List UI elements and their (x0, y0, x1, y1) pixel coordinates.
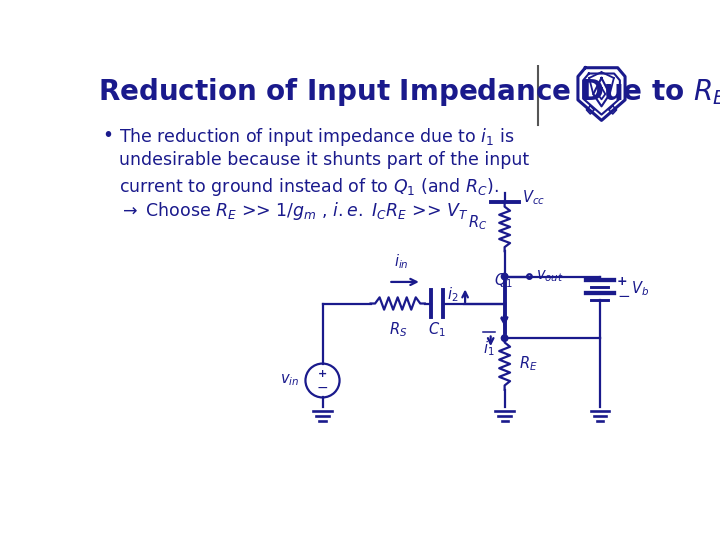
Text: $R_C$: $R_C$ (468, 213, 487, 232)
Text: $\rightarrow$ Choose $R_E$ >> 1/$g_m$ , $i.e.$ $I_C$$R_E$ >> $V_T$: $\rightarrow$ Choose $R_E$ >> 1/$g_m$ , … (120, 200, 469, 222)
Text: $i_{in}$: $i_{in}$ (394, 253, 408, 271)
Text: $v_{in}$: $v_{in}$ (280, 373, 300, 388)
Text: +: + (617, 275, 628, 288)
Text: $V_b$: $V_b$ (631, 280, 649, 298)
Circle shape (501, 273, 508, 280)
Text: undesirable because it shunts part of the input: undesirable because it shunts part of th… (120, 151, 530, 169)
Text: −: − (317, 380, 328, 394)
Text: $Q_1$: $Q_1$ (494, 271, 513, 289)
Text: current to ground instead of to $Q_1$ (and $R_C$).: current to ground instead of to $Q_1$ (a… (120, 176, 500, 198)
Text: •: • (102, 126, 114, 145)
Text: $v_{out}$: $v_{out}$ (536, 268, 563, 284)
Text: $R_S$: $R_S$ (389, 320, 407, 339)
Text: Reduction of Input Impedance Due to $R_E$: Reduction of Input Impedance Due to $R_E… (98, 76, 720, 109)
Text: $V_{cc}$: $V_{cc}$ (522, 188, 545, 207)
Text: −: − (617, 289, 630, 304)
Circle shape (501, 335, 508, 341)
Text: +: + (318, 369, 327, 379)
Text: $i_2$: $i_2$ (447, 286, 459, 305)
Text: $i_1$: $i_1$ (483, 340, 495, 359)
Text: The reduction of input impedance due to $i_1$ is: The reduction of input impedance due to … (120, 126, 515, 149)
Text: $R_E$: $R_E$ (518, 355, 537, 373)
Text: $C_1$: $C_1$ (428, 320, 446, 339)
